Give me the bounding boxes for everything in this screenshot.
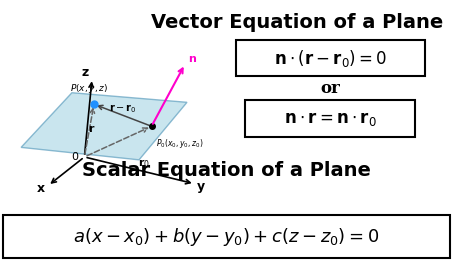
- Text: z: z: [82, 66, 89, 79]
- Text: 0: 0: [71, 152, 79, 162]
- Text: Scalar Equation of a Plane: Scalar Equation of a Plane: [82, 161, 371, 180]
- Text: or: or: [320, 80, 340, 97]
- FancyBboxPatch shape: [236, 40, 425, 76]
- Text: x: x: [37, 182, 45, 195]
- FancyBboxPatch shape: [3, 215, 450, 258]
- Text: Vector Equation of a Plane: Vector Equation of a Plane: [151, 13, 443, 32]
- Polygon shape: [21, 93, 187, 160]
- Text: $P(x, y, z)$: $P(x, y, z)$: [70, 82, 108, 95]
- Text: $\mathbf{r}-\mathbf{r}_0$: $\mathbf{r}-\mathbf{r}_0$: [109, 103, 137, 115]
- Text: $\mathbf{r}_0$: $\mathbf{r}_0$: [138, 157, 150, 170]
- Text: $\mathbf{n}$: $\mathbf{n}$: [188, 54, 197, 64]
- Text: y: y: [197, 180, 205, 193]
- Text: $\mathbf{n} \cdot (\mathbf{r} - \mathbf{r}_0) = 0$: $\mathbf{n} \cdot (\mathbf{r} - \mathbf{…: [274, 48, 387, 69]
- FancyBboxPatch shape: [245, 100, 415, 137]
- Text: $P_0(x_0, y_0, z_0)$: $P_0(x_0, y_0, z_0)$: [156, 137, 204, 150]
- Text: $\mathbf{n} \cdot \mathbf{r} = \mathbf{n} \cdot \mathbf{r}_0$: $\mathbf{n} \cdot \mathbf{r} = \mathbf{n…: [284, 110, 377, 128]
- Text: $a(x - x_0) + b(y - y_0) + c(z - z_0) = 0$: $a(x - x_0) + b(y - y_0) + c(z - z_0) = …: [73, 226, 379, 248]
- Text: $\mathbf{r}$: $\mathbf{r}$: [88, 123, 96, 134]
